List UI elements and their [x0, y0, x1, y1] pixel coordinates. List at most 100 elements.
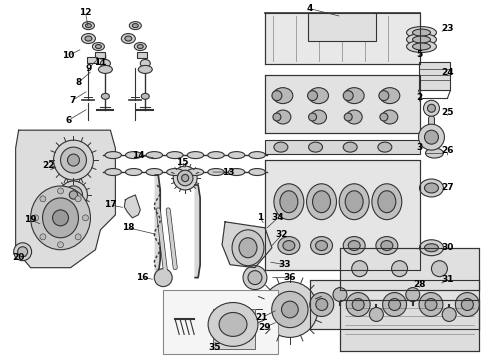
Ellipse shape: [33, 215, 39, 221]
Ellipse shape: [424, 130, 439, 144]
Ellipse shape: [274, 142, 288, 152]
Ellipse shape: [418, 124, 444, 150]
Ellipse shape: [432, 261, 447, 276]
Ellipse shape: [343, 237, 365, 255]
Bar: [310, 280, 479, 329]
Ellipse shape: [352, 261, 368, 276]
Ellipse shape: [173, 166, 197, 190]
Text: 1: 1: [257, 213, 263, 222]
Text: 12: 12: [79, 8, 92, 17]
Ellipse shape: [167, 152, 183, 159]
Text: 33: 33: [279, 260, 291, 269]
Ellipse shape: [343, 91, 353, 100]
Ellipse shape: [59, 181, 87, 209]
Ellipse shape: [140, 59, 150, 67]
Bar: [96, 53, 105, 58]
Ellipse shape: [389, 298, 400, 310]
Ellipse shape: [69, 191, 78, 199]
Ellipse shape: [278, 237, 300, 255]
Ellipse shape: [381, 240, 393, 251]
Ellipse shape: [64, 186, 82, 204]
Text: 9: 9: [85, 64, 92, 73]
Ellipse shape: [75, 234, 81, 240]
Bar: [265, 75, 419, 133]
Ellipse shape: [344, 87, 364, 104]
Ellipse shape: [129, 22, 141, 30]
Text: 27: 27: [441, 184, 454, 193]
Ellipse shape: [14, 243, 32, 261]
Text: 4: 4: [307, 4, 313, 13]
Ellipse shape: [96, 45, 101, 49]
Ellipse shape: [378, 142, 392, 152]
Bar: [340, 248, 479, 289]
Bar: [213, 310, 255, 349]
Ellipse shape: [346, 110, 362, 124]
Ellipse shape: [419, 240, 443, 256]
Bar: [340, 300, 479, 351]
Ellipse shape: [57, 188, 64, 194]
Ellipse shape: [132, 24, 138, 28]
Ellipse shape: [208, 152, 224, 159]
Ellipse shape: [380, 113, 388, 121]
Ellipse shape: [167, 168, 183, 176]
Ellipse shape: [316, 240, 327, 251]
Ellipse shape: [125, 36, 132, 41]
Ellipse shape: [40, 234, 46, 240]
Ellipse shape: [232, 230, 264, 266]
Bar: [137, 53, 147, 58]
Ellipse shape: [208, 302, 258, 346]
Bar: [308, 13, 376, 41]
Ellipse shape: [53, 140, 94, 180]
Ellipse shape: [333, 288, 347, 302]
Ellipse shape: [280, 191, 298, 213]
Ellipse shape: [310, 293, 334, 316]
Text: 21: 21: [256, 313, 268, 322]
Ellipse shape: [43, 198, 78, 238]
Ellipse shape: [274, 184, 304, 220]
Ellipse shape: [392, 261, 408, 276]
Ellipse shape: [316, 298, 328, 310]
Ellipse shape: [345, 191, 363, 213]
Ellipse shape: [309, 87, 328, 104]
Ellipse shape: [219, 312, 247, 336]
Ellipse shape: [98, 66, 112, 73]
Ellipse shape: [85, 24, 92, 28]
Ellipse shape: [272, 91, 282, 100]
Ellipse shape: [455, 293, 479, 316]
Ellipse shape: [380, 87, 400, 104]
Ellipse shape: [424, 244, 439, 252]
Ellipse shape: [383, 293, 407, 316]
Text: 14: 14: [132, 150, 145, 159]
Text: 5: 5: [416, 50, 423, 59]
Ellipse shape: [187, 168, 204, 176]
Ellipse shape: [311, 237, 333, 255]
Ellipse shape: [376, 237, 398, 255]
Ellipse shape: [134, 42, 147, 50]
Ellipse shape: [372, 184, 402, 220]
Text: 28: 28: [413, 280, 426, 289]
Ellipse shape: [369, 307, 383, 321]
Ellipse shape: [208, 168, 224, 176]
Text: 10: 10: [62, 51, 74, 60]
Text: 24: 24: [441, 68, 454, 77]
Polygon shape: [222, 222, 272, 268]
Ellipse shape: [275, 110, 291, 124]
Ellipse shape: [105, 168, 122, 176]
Polygon shape: [16, 130, 115, 268]
Ellipse shape: [146, 168, 163, 176]
Ellipse shape: [57, 242, 64, 248]
Ellipse shape: [427, 104, 436, 112]
Ellipse shape: [122, 33, 135, 44]
Ellipse shape: [68, 154, 79, 166]
Ellipse shape: [419, 293, 443, 316]
Ellipse shape: [248, 271, 262, 285]
Ellipse shape: [309, 113, 317, 121]
Bar: [87, 58, 98, 63]
Ellipse shape: [105, 152, 122, 159]
Bar: [265, 140, 419, 154]
Ellipse shape: [378, 191, 396, 213]
Ellipse shape: [125, 168, 142, 176]
Ellipse shape: [262, 282, 318, 337]
Ellipse shape: [249, 168, 266, 176]
Ellipse shape: [283, 240, 295, 251]
